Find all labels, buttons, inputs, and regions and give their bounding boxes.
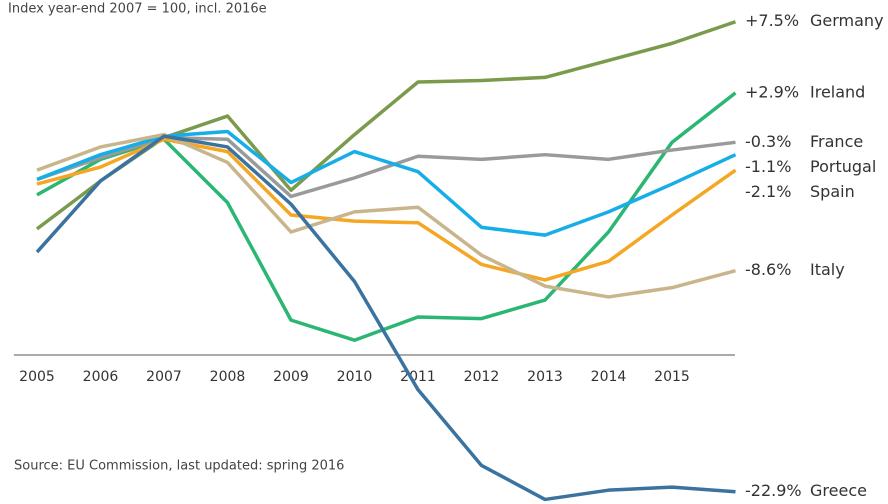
subtitle: Index year-end 2007 = 100, incl. 2016e <box>8 2 267 17</box>
x-tick-label: 2005 <box>19 369 55 385</box>
end-label: -0.3% <box>745 132 791 151</box>
x-tick-label: 2006 <box>83 369 119 385</box>
legend-label: Germany <box>810 11 884 30</box>
line-series <box>36 135 736 199</box>
end-label: -1.1% <box>745 157 791 176</box>
end-label: -22.9% <box>745 481 802 500</box>
legend-label: Greece <box>810 481 867 500</box>
legend-label: Ireland <box>810 82 865 101</box>
x-tick-label: 2010 <box>337 369 373 385</box>
legend-label: France <box>810 132 863 151</box>
x-tick-label: 2008 <box>210 369 246 385</box>
legend-label: Portugal <box>810 157 876 176</box>
source: Source: EU Commission, last updated: spr… <box>14 459 344 474</box>
x-tick-label: 2014 <box>591 369 627 385</box>
line-series <box>36 91 737 342</box>
legend-label: Spain <box>810 182 855 201</box>
end-label: +7.5% <box>745 11 799 30</box>
end-label: -2.1% <box>745 182 791 201</box>
x-tick-label: 2015 <box>654 369 690 385</box>
line-series <box>36 129 737 237</box>
end-label: -8.6% <box>745 260 791 279</box>
line-series <box>35 134 736 502</box>
x-tick-label: 2013 <box>527 369 563 385</box>
x-tick-label: 2009 <box>273 369 309 385</box>
line-series <box>36 132 736 299</box>
end-label: +2.9% <box>745 82 799 101</box>
legend-label: Italy <box>810 260 845 279</box>
x-tick-label: 2012 <box>464 369 500 385</box>
x-tick-label: 2007 <box>146 369 182 385</box>
